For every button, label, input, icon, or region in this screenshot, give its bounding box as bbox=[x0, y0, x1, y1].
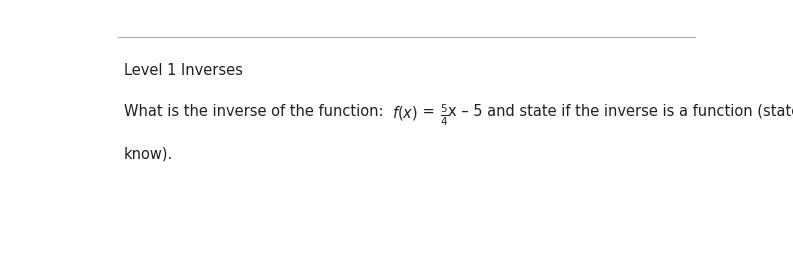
Text: x – 5 and state if the inverse is a function (state how you: x – 5 and state if the inverse is a func… bbox=[448, 104, 793, 119]
Text: $f(x)$: $f(x)$ bbox=[393, 104, 419, 123]
Text: What is the inverse of the function:: What is the inverse of the function: bbox=[124, 104, 393, 119]
Text: Level 1 Inverses: Level 1 Inverses bbox=[124, 63, 243, 78]
Text: =: = bbox=[419, 104, 440, 119]
Text: know).: know). bbox=[124, 146, 173, 161]
Text: $\frac{5}{4}$: $\frac{5}{4}$ bbox=[440, 102, 448, 128]
